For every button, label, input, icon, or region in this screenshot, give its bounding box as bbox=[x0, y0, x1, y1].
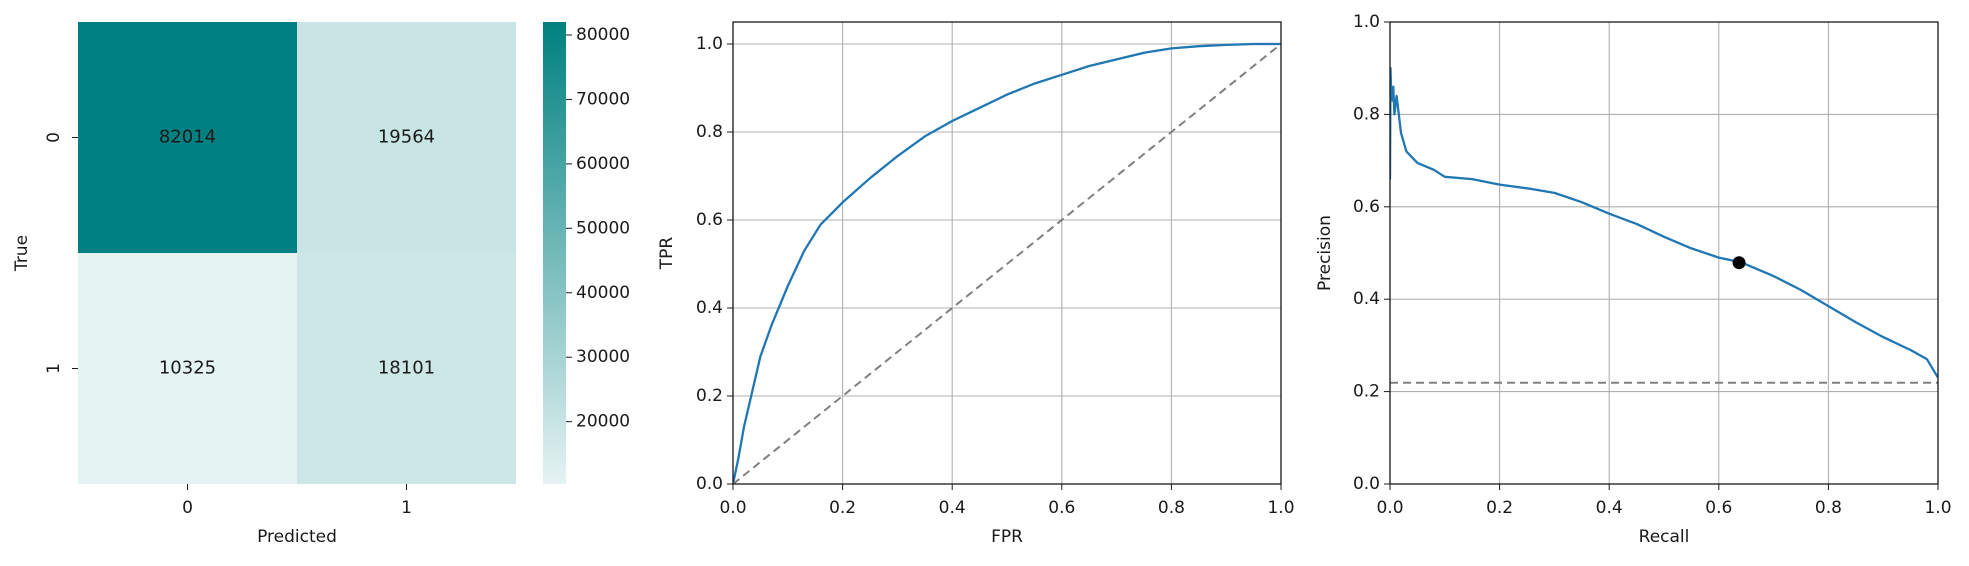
y-tick-label: 0.6 bbox=[1353, 197, 1380, 217]
plot-area bbox=[733, 42, 1281, 484]
heatmap-cell-label: 82014 bbox=[159, 127, 216, 148]
y-tick-label: 1.0 bbox=[1353, 12, 1380, 32]
heatmap-cell-label: 19564 bbox=[378, 127, 435, 148]
y-tick-label: 0 bbox=[44, 132, 64, 143]
colorbar-tick-label: 50000 bbox=[576, 218, 630, 238]
x-axis-label: Predicted bbox=[257, 527, 337, 547]
colorbar-tick-label: 60000 bbox=[576, 154, 630, 174]
threshold-point-marker bbox=[1732, 256, 1746, 270]
colorbar-tick-label: 30000 bbox=[576, 347, 630, 367]
y-tick-label: 1.0 bbox=[696, 34, 723, 54]
x-tick-label: 0.4 bbox=[939, 498, 966, 518]
x-tick-label: 0.0 bbox=[719, 498, 746, 518]
y-axis-label: True bbox=[12, 235, 32, 272]
colorbar bbox=[543, 22, 566, 484]
baseline-dashed-line bbox=[733, 43, 1281, 484]
y-tick-label: 1 bbox=[44, 363, 64, 374]
x-tick-label: 0.8 bbox=[1158, 498, 1185, 518]
x-tick-label: 1.0 bbox=[1267, 498, 1294, 518]
x-tick-label: 0.6 bbox=[1048, 498, 1075, 518]
x-axis-label: FPR bbox=[991, 527, 1023, 547]
y-tick-label: 0.0 bbox=[696, 474, 723, 494]
colorbar-tick-label: 20000 bbox=[576, 412, 630, 432]
y-tick-label: 0.8 bbox=[696, 122, 723, 142]
y-tick-label: 0.8 bbox=[1353, 104, 1380, 124]
roc-curve-chart: 0.0 0.2 0.4 0.6 0.8 1.0 0.0 0.2 0.4 0.6 0.8 1.0 FPR T… bbox=[657, 21, 1295, 547]
precision-recall-chart: 0.0 0.2 0.4 0.6 0.8 1.0 0.0 0.2 0.4 0.6 0.8 1.0 Reca… bbox=[1315, 12, 1952, 547]
heatmap-cell bbox=[297, 253, 516, 484]
x-tick-label: 1 bbox=[401, 498, 412, 518]
colorbar-tick-label: 40000 bbox=[576, 283, 630, 303]
x-axis-label: Recall bbox=[1639, 527, 1690, 547]
colorbar-tick-label: 80000 bbox=[576, 25, 630, 45]
curve-line bbox=[733, 42, 1281, 484]
y-axis-label: TPR bbox=[657, 237, 677, 271]
x-tick-label: 0.4 bbox=[1596, 498, 1623, 518]
y-tick-label: 0.4 bbox=[1353, 289, 1380, 309]
x-tick-label: 1.0 bbox=[1924, 498, 1951, 518]
axes-frame bbox=[1389, 21, 1939, 485]
colorbar-tick-label: 70000 bbox=[576, 89, 630, 109]
x-tick-label: 0.2 bbox=[1486, 498, 1513, 518]
x-tick-label: 0.0 bbox=[1376, 498, 1403, 518]
x-tick-label: 0 bbox=[182, 498, 193, 518]
axes-frame bbox=[732, 21, 1282, 485]
confusion-matrix-heatmap: 82014 19564 10325 18101 0 1 0 1 Predicted True 200… bbox=[12, 22, 630, 547]
x-tick-label: 0.8 bbox=[1815, 498, 1842, 518]
x-tick-label: 0.6 bbox=[1705, 498, 1732, 518]
y-tick-label: 0.2 bbox=[1353, 382, 1380, 402]
heatmap-cell-label: 10325 bbox=[159, 358, 216, 379]
y-tick-label: 0.4 bbox=[696, 298, 723, 318]
y-tick-label: 0.0 bbox=[1353, 474, 1380, 494]
heatmap-cell-label: 18101 bbox=[378, 358, 435, 379]
heatmap-cell bbox=[78, 253, 297, 484]
plot-area bbox=[1390, 67, 1938, 384]
x-tick-label: 0.2 bbox=[829, 498, 856, 518]
curve-line bbox=[1390, 67, 1938, 379]
heatmap-cell bbox=[78, 22, 297, 253]
heatmap-cell bbox=[297, 22, 516, 253]
y-axis-label: Precision bbox=[1315, 215, 1335, 291]
y-tick-label: 0.6 bbox=[696, 210, 723, 230]
y-tick-label: 0.2 bbox=[696, 386, 723, 406]
